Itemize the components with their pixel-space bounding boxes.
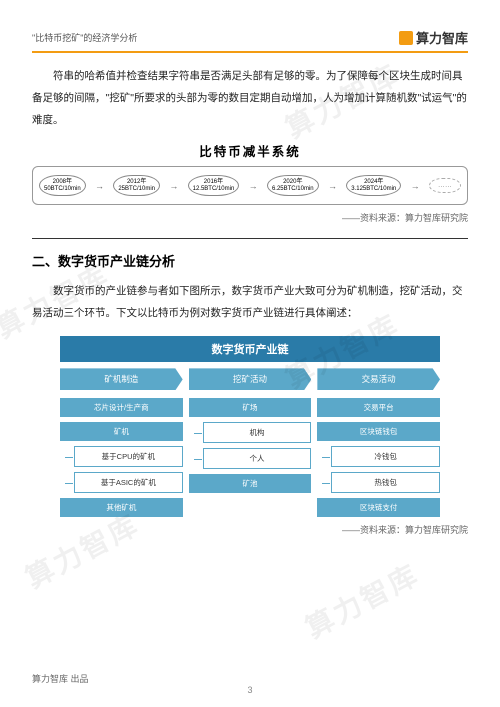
chain-box: 区块链钱包 xyxy=(317,422,440,441)
chain-box: 矿池 xyxy=(189,474,312,493)
arrow-icon: → xyxy=(328,181,337,191)
header-subtitle: "比特币挖矿"的经济学分析 xyxy=(32,31,137,44)
page-number: 3 xyxy=(247,685,252,695)
halving-node: 2016年12.5BTC/10min xyxy=(188,175,240,196)
chain-col-3: 交易平台 区块链钱包 冷钱包 热钱包 区块链支付 xyxy=(317,398,440,517)
chain-box: 基于CPU的矿机 xyxy=(74,446,183,467)
chain-box: 基于ASIC的矿机 xyxy=(74,472,183,493)
chain-box: 其他矿机 xyxy=(60,498,183,517)
chain-box: 个人 xyxy=(203,448,312,469)
arrow-icon: → xyxy=(169,181,178,191)
section-heading: 二、数字货币产业链分析 xyxy=(32,238,468,270)
arrow-icon: → xyxy=(95,181,104,191)
source-label: ——资料来源：算力智库研究院 xyxy=(32,211,468,224)
halving-node: 2024年3.125BTC/10min xyxy=(346,175,401,196)
page-header: "比特币挖矿"的经济学分析 算力智库 xyxy=(32,28,468,53)
chain-title: 数字货币产业链 xyxy=(60,336,440,362)
chain-box: 机构 xyxy=(203,422,312,443)
chain-categories: 矿机制造 挖矿活动 交易活动 xyxy=(60,368,440,390)
source-label-2: ——资料来源：算力智库研究院 xyxy=(32,523,468,536)
halving-node: 2012年25BTC/10min xyxy=(113,175,160,196)
chain-box: 热钱包 xyxy=(331,472,440,493)
footer-publisher: 算力智库 出品 xyxy=(32,672,89,685)
chain-box: 交易平台 xyxy=(317,398,440,417)
brand-text: 算力智库 xyxy=(416,28,468,47)
halving-node: 2008年50BTC/10min xyxy=(39,175,86,196)
chain-col-2: 矿场 机构 个人 矿池 xyxy=(189,398,312,517)
chain-box: 区块链支付 xyxy=(317,498,440,517)
arrow-icon: → xyxy=(249,181,258,191)
arrow-icon: → xyxy=(411,181,420,191)
halving-node: 2020年6.25BTC/10min xyxy=(267,175,319,196)
chain-box: 矿机 xyxy=(60,422,183,441)
halving-title: 比特币减半系统 xyxy=(32,141,468,160)
cat-mining-act: 挖矿活动 xyxy=(189,368,312,390)
paragraph-intro: 符串的哈希值并检查结果字符串是否满足头部有足够的零。为了保障每个区块生成时间具备… xyxy=(32,65,468,131)
chain-box: 冷钱包 xyxy=(331,446,440,467)
halving-ellipsis: …… xyxy=(429,178,461,193)
paragraph-chain: 数字货币的产业链参与者如下图所示，数字货币产业大致可分为矿机制造，挖矿活动，交易… xyxy=(32,280,468,324)
header-brand: 算力智库 xyxy=(399,28,468,47)
logo-icon xyxy=(399,31,413,45)
chain-col-1: 芯片设计/生产商 矿机 基于CPU的矿机 基于ASIC的矿机 其他矿机 xyxy=(60,398,183,517)
halving-diagram: 2008年50BTC/10min → 2012年25BTC/10min → 20… xyxy=(32,166,468,205)
cat-trading: 交易活动 xyxy=(317,368,440,390)
cat-mining-mfg: 矿机制造 xyxy=(60,368,183,390)
chain-box: 矿场 xyxy=(189,398,312,417)
chain-box: 芯片设计/生产商 xyxy=(60,398,183,417)
watermark: 算力智库 xyxy=(298,553,426,647)
industry-chain-diagram: 数字货币产业链 矿机制造 挖矿活动 交易活动 芯片设计/生产商 矿机 基于CPU… xyxy=(60,336,440,517)
